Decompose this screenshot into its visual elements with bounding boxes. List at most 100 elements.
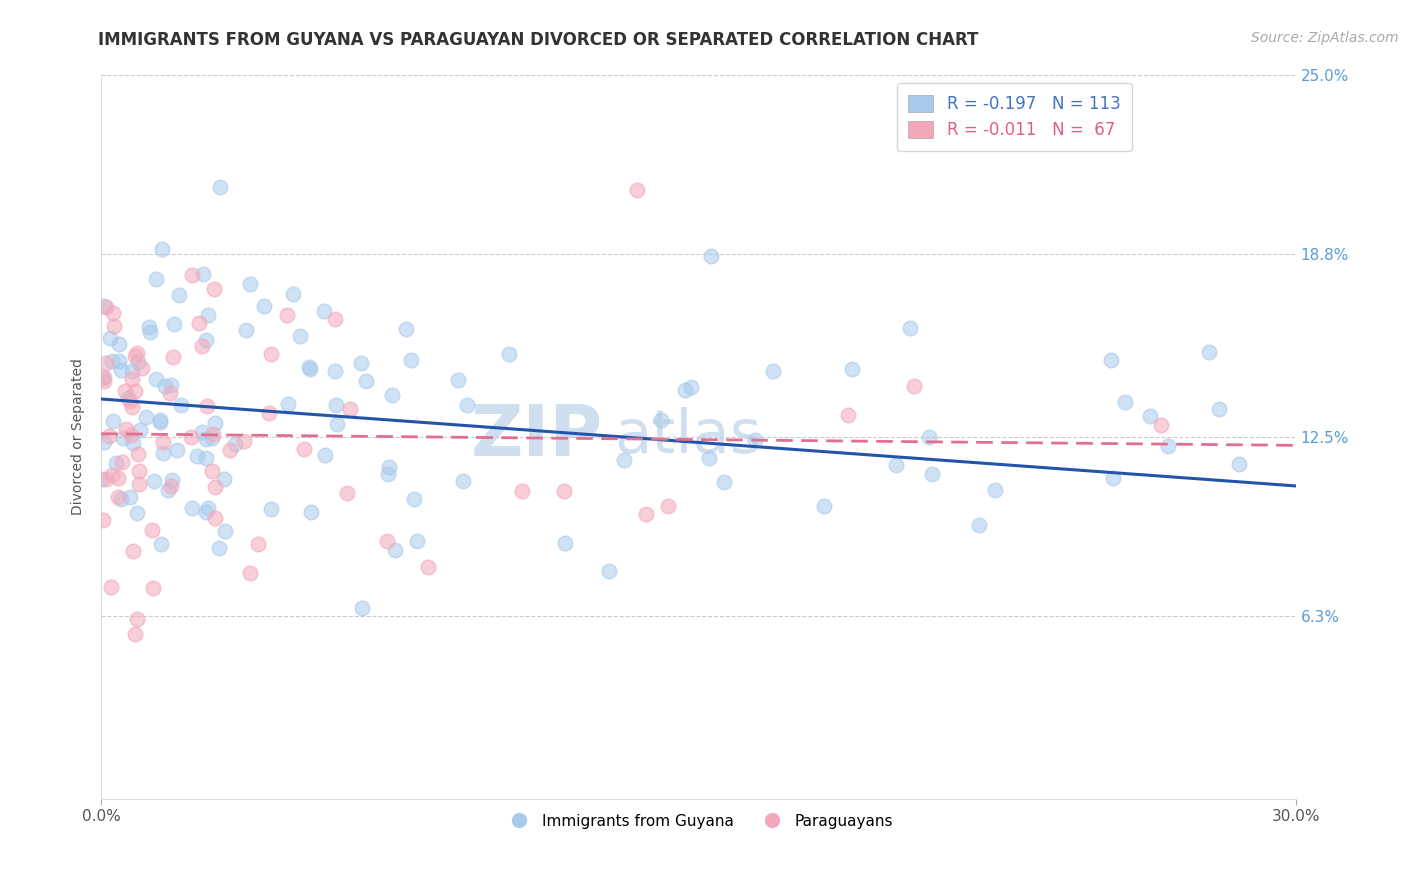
Point [127,345,149,359]
Point [101,414,124,428]
Point [1227,457,1250,471]
Point [139,326,162,340]
Point [744,433,766,447]
Point [121,363,143,377]
Point [150,242,173,256]
Point [921,467,943,481]
Point [166,443,188,458]
Point [141,523,163,537]
Point [121,401,143,415]
Point [152,446,174,460]
Point [103,318,125,333]
Y-axis label: Divorced or Separated: Divorced or Separated [72,359,86,515]
Point [204,480,226,494]
Point [209,180,232,194]
Point [125,611,148,625]
Point [163,317,186,331]
Point [124,627,146,641]
Point [114,384,136,398]
Point [131,361,153,376]
Point [969,518,991,533]
Point [903,379,925,393]
Point [219,443,242,458]
Text: ZIP: ZIP [471,402,603,471]
Point [115,421,138,435]
Point [195,399,218,413]
Point [898,320,921,334]
Point [336,486,359,500]
Point [101,306,124,320]
Point [204,417,226,431]
Point [120,428,142,442]
Point [713,475,735,490]
Point [253,299,276,313]
Point [224,437,246,451]
Point [138,320,160,334]
Point [325,417,347,431]
Text: Source: ZipAtlas.com: Source: ZipAtlas.com [1251,31,1399,45]
Point [197,308,219,322]
Point [117,391,139,405]
Point [378,460,401,475]
Point [884,458,907,472]
Point [145,272,167,286]
Point [299,506,322,520]
Point [110,362,132,376]
Point [350,601,373,615]
Point [129,423,152,437]
Point [101,353,124,368]
Point [204,510,226,524]
Point [679,380,702,394]
Point [180,430,202,444]
Point [191,267,214,281]
Point [118,394,141,409]
Point [292,442,315,456]
Point [553,484,575,499]
Point [191,338,214,352]
Point [195,505,218,519]
Point [118,490,141,504]
Point [554,536,576,550]
Point [1102,471,1125,485]
Point [124,384,146,399]
Point [323,364,346,378]
Point [626,183,648,197]
Point [239,277,262,292]
Point [127,355,149,369]
Point [984,483,1007,498]
Point [162,351,184,365]
Point [152,435,174,450]
Point [94,472,117,486]
Point [406,533,429,548]
Point [93,435,115,450]
Point [128,476,150,491]
Point [288,329,311,343]
Legend: Immigrants from Guyana, Paraguayans: Immigrants from Guyana, Paraguayans [498,807,900,835]
Point [156,483,179,497]
Point [1114,395,1136,409]
Point [142,581,165,595]
Point [395,322,418,336]
Point [191,425,214,440]
Point [260,347,283,361]
Point [314,448,336,462]
Point [381,388,404,402]
Point [122,436,145,450]
Point [149,415,172,429]
Point [1099,352,1122,367]
Point [377,467,399,481]
Point [650,413,672,427]
Point [1157,439,1180,453]
Point [598,564,620,578]
Point [235,323,257,337]
Point [122,543,145,558]
Point [180,501,202,516]
Point [194,432,217,446]
Point [93,369,115,384]
Point [107,471,129,485]
Point [1198,345,1220,359]
Point [201,464,224,478]
Text: atlas: atlas [614,407,762,467]
Point [111,455,134,469]
Point [246,537,269,551]
